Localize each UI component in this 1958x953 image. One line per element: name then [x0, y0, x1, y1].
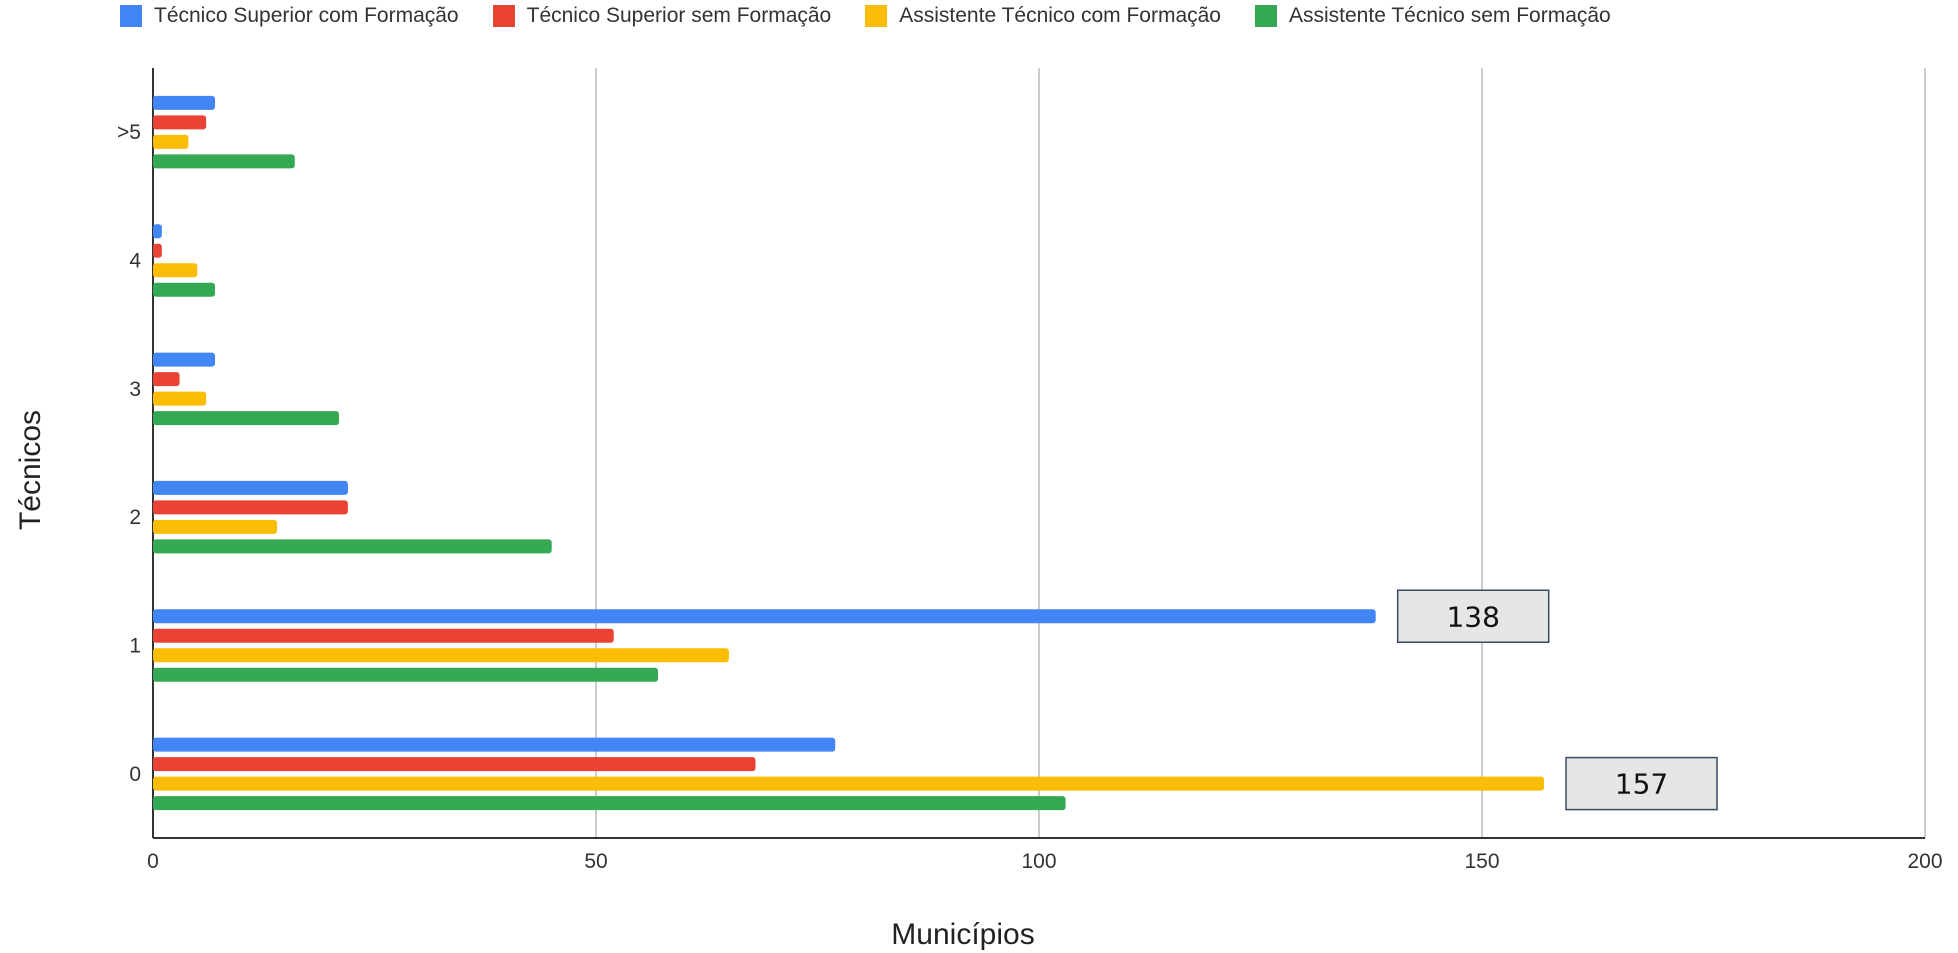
bar	[153, 628, 614, 643]
bar	[153, 115, 207, 130]
legend-swatch	[120, 5, 142, 27]
bar	[153, 411, 340, 426]
bar	[153, 539, 552, 554]
y-tick-label: 0	[129, 763, 141, 786]
bar	[153, 667, 659, 682]
bar	[153, 263, 198, 278]
data-label-box	[1396, 589, 1550, 643]
legend-swatch	[492, 5, 515, 27]
bar	[153, 519, 278, 534]
x-tick-label: 150	[1464, 850, 1499, 873]
bar	[153, 776, 1545, 791]
data-label: 138	[1446, 600, 1499, 633]
data-label: 157	[1615, 768, 1668, 801]
bar	[153, 648, 729, 663]
x-axis-title: Municípios	[891, 918, 1034, 951]
bar	[153, 282, 216, 297]
bar	[153, 737, 836, 752]
legend-label: Assistente Técnico com Formação	[899, 4, 1221, 27]
x-tick-label: 200	[1907, 850, 1942, 873]
bar	[153, 480, 348, 495]
y-tick-label: 1	[129, 635, 141, 658]
bar	[153, 372, 180, 387]
x-tick-label: 100	[1021, 850, 1056, 873]
legend-swatch	[1255, 5, 1277, 27]
bar	[153, 757, 756, 772]
legend-label: Assistente Técnico sem Formação	[1289, 4, 1611, 27]
legend-label: Técnico Superior sem Formação	[526, 4, 832, 27]
legend-item: Assistente Técnico sem Formação	[1255, 4, 1611, 28]
legend-item: Técnico Superior sem Formação	[492, 4, 832, 28]
legend-label: Técnico Superior com Formação	[154, 4, 459, 27]
y-tick-label: 4	[129, 250, 141, 273]
y-tick-label: 2	[129, 506, 141, 529]
bar	[153, 224, 162, 239]
y-tick-label: 3	[129, 378, 141, 401]
bar	[153, 95, 216, 110]
x-tick-label: 0	[147, 850, 159, 873]
bar	[153, 500, 348, 515]
legend-swatch	[865, 5, 888, 27]
bar	[153, 134, 189, 149]
bar	[153, 352, 216, 367]
x-tick-label: 50	[584, 850, 607, 873]
legend-item: Técnico Superior com Formação	[120, 4, 459, 28]
bar	[153, 796, 1066, 811]
bar	[153, 609, 1376, 624]
bar	[153, 154, 295, 169]
y-tick-label: >5	[117, 121, 141, 144]
y-axis-title: Técnicos	[14, 410, 47, 530]
legend-item: Assistente Técnico com Formação	[865, 4, 1221, 28]
chart-legend: Técnico Superior com Formação Técnico Sup…	[120, 4, 1611, 28]
bar	[153, 391, 207, 406]
bar	[153, 243, 162, 258]
data-label-box	[1565, 756, 1718, 811]
